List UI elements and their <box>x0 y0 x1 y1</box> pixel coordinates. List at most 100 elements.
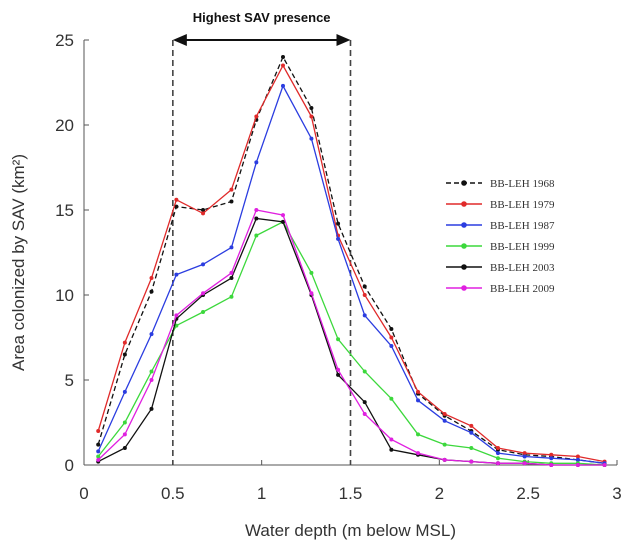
legend-item: BB-LEH 1999 <box>446 241 555 253</box>
data-point <box>416 389 421 394</box>
data-point <box>389 327 394 331</box>
data-point <box>522 454 527 459</box>
y-tick-label: 25 <box>55 31 74 50</box>
data-point <box>229 294 234 299</box>
legend-swatch-marker <box>461 201 467 207</box>
data-point <box>469 446 474 450</box>
data-point <box>522 451 527 456</box>
data-point <box>575 454 580 459</box>
data-point <box>96 442 101 447</box>
x-tick-label: 0 <box>79 484 88 503</box>
data-point <box>201 291 206 296</box>
data-point <box>254 233 259 238</box>
data-point <box>174 197 179 202</box>
data-point <box>362 400 367 405</box>
data-point <box>149 406 154 411</box>
series-line <box>97 55 605 464</box>
data-point <box>309 136 314 141</box>
data-point <box>336 372 341 377</box>
data-point <box>362 284 367 289</box>
data-point <box>575 457 580 462</box>
legend-label: BB-LEH 1979 <box>490 199 555 211</box>
data-point <box>280 63 285 68</box>
data-point <box>495 446 500 450</box>
data-point <box>122 446 127 450</box>
annotation-arrowhead-left <box>172 34 187 46</box>
data-point <box>122 432 127 437</box>
data-point <box>122 420 127 425</box>
data-point <box>254 216 259 221</box>
data-point <box>389 447 394 452</box>
data-point <box>309 114 314 119</box>
series-5 <box>96 208 607 467</box>
legend-label: BB-LEH 2009 <box>490 283 555 295</box>
y-tick-label: 10 <box>55 286 74 305</box>
data-point <box>229 187 234 192</box>
data-point <box>201 211 206 216</box>
data-point <box>96 457 101 462</box>
data-point <box>336 367 341 372</box>
data-point <box>389 335 394 340</box>
legend-item: BB-LEH 2009 <box>446 283 555 295</box>
y-tick-label: 20 <box>55 116 74 135</box>
data-point <box>96 429 101 433</box>
data-point <box>549 463 554 467</box>
data-point <box>416 432 421 437</box>
data-point <box>442 412 447 416</box>
data-point <box>149 276 154 280</box>
axes: 0 0.5 1 1.5 2 2.5 3 0 5 10 15 20 25 <box>55 31 622 503</box>
data-point <box>174 313 179 318</box>
data-point <box>309 106 314 110</box>
data-point <box>201 310 206 314</box>
data-point <box>362 412 367 416</box>
data-point <box>229 270 234 275</box>
data-point <box>549 456 554 461</box>
data-point <box>389 437 394 442</box>
data-point <box>280 219 285 224</box>
data-point <box>469 423 474 428</box>
data-point <box>495 451 500 456</box>
y-axis-title: Area colonized by SAV (km²) <box>9 154 28 371</box>
series-line <box>97 84 605 464</box>
data-point <box>254 160 259 165</box>
series-2 <box>96 83 607 466</box>
legend-swatch-marker <box>461 243 467 249</box>
data-point <box>575 463 580 467</box>
data-point <box>469 459 474 464</box>
data-point <box>122 352 127 357</box>
legend-label: BB-LEH 2003 <box>490 262 555 274</box>
data-point <box>149 289 154 294</box>
data-point <box>280 55 285 59</box>
data-point <box>229 245 234 250</box>
legend-label: BB-LEH 1987 <box>490 220 555 232</box>
legend-swatch-marker <box>461 285 467 291</box>
x-tick-label: 3 <box>612 484 621 503</box>
data-point <box>549 452 554 457</box>
data-point <box>201 262 206 267</box>
data-point <box>362 293 367 297</box>
data-point <box>280 213 285 218</box>
data-point <box>442 457 447 462</box>
annotation-label: Highest SAV presence <box>193 10 331 25</box>
x-tick-label: 2.5 <box>516 484 540 503</box>
data-point <box>149 332 154 337</box>
x-tick-label: 0.5 <box>161 484 185 503</box>
y-tick-label: 5 <box>65 371 74 390</box>
legend-item: BB-LEH 2003 <box>446 262 555 274</box>
data-point <box>602 463 607 467</box>
legend-swatch-marker <box>461 180 467 186</box>
y-tick-label: 15 <box>55 201 74 220</box>
legend-label: BB-LEH 1999 <box>490 241 555 253</box>
series-layer <box>96 55 607 467</box>
data-point <box>254 114 259 119</box>
annotation-arrowhead-right <box>336 34 351 46</box>
data-point <box>122 340 127 345</box>
data-point <box>522 461 527 466</box>
data-point <box>149 369 154 374</box>
data-point <box>362 369 367 374</box>
data-point <box>122 389 127 394</box>
data-point <box>495 456 500 461</box>
data-point <box>174 204 179 209</box>
data-point <box>416 451 421 456</box>
